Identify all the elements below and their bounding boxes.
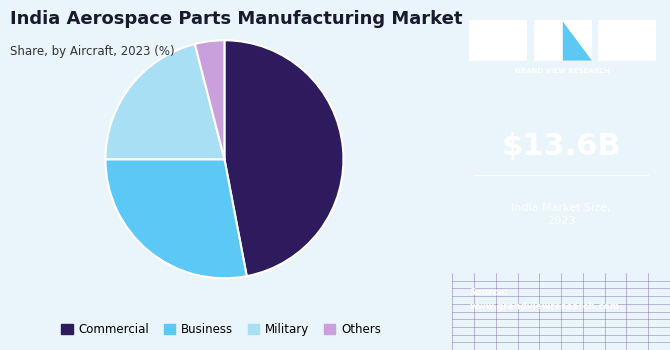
Text: $13.6B: $13.6B: [501, 133, 621, 161]
FancyBboxPatch shape: [469, 20, 527, 61]
Wedge shape: [105, 44, 224, 159]
FancyBboxPatch shape: [598, 20, 657, 61]
Text: GRAND VIEW RESEARCH: GRAND VIEW RESEARCH: [515, 68, 610, 74]
Legend: Commercial, Business, Military, Others: Commercial, Business, Military, Others: [56, 318, 386, 341]
Wedge shape: [195, 40, 224, 159]
Text: India Market Size,
2023: India Market Size, 2023: [511, 203, 611, 226]
Text: India Aerospace Parts Manufacturing Market: India Aerospace Parts Manufacturing Mark…: [10, 10, 462, 28]
FancyBboxPatch shape: [534, 20, 592, 61]
Polygon shape: [563, 22, 592, 61]
Wedge shape: [224, 40, 344, 276]
Text: Share, by Aircraft, 2023 (%): Share, by Aircraft, 2023 (%): [10, 46, 175, 58]
Text: Source:
www.grandviewresearch.com: Source: www.grandviewresearch.com: [470, 288, 620, 310]
Wedge shape: [105, 159, 247, 278]
